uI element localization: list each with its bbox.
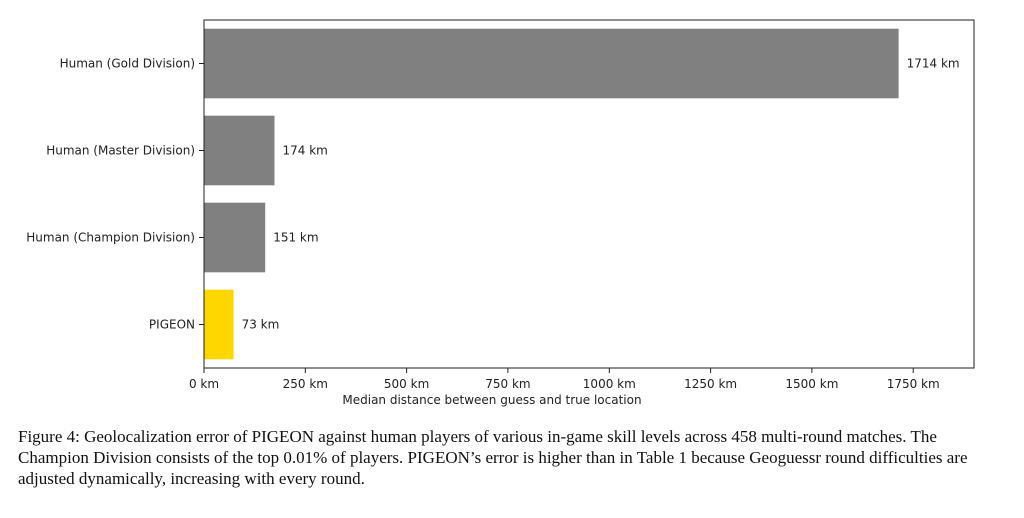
x-tick-label: 1750 km xyxy=(887,377,940,391)
bar-value-label: 174 km xyxy=(283,144,328,158)
data-labels: 1714 km 174 km 151 km 73 km xyxy=(242,57,960,332)
plot-frame xyxy=(203,19,975,369)
x-tick-label: 1250 km xyxy=(684,377,737,391)
x-tick-label: 500 km xyxy=(384,377,429,391)
y-tick-label: Human (Gold Division) xyxy=(60,57,195,71)
x-axis-title: Median distance between guess and true l… xyxy=(342,393,641,407)
bar-value-label: 1714 km xyxy=(907,57,960,71)
x-axis-ticks: 0 km 250 km 500 km 750 km 1000 km 1250 km 1500… xyxy=(189,368,940,391)
x-tick-label: 1500 km xyxy=(785,377,838,391)
bar xyxy=(204,289,234,360)
bar-value-label: 73 km xyxy=(242,318,280,332)
x-tick-label: 250 km xyxy=(283,377,328,391)
x-tick-label: 0 km xyxy=(189,377,219,391)
figure-caption: Figure 4: Geolocalization error of PIGEO… xyxy=(18,427,968,488)
category-labels: Human (Gold Division) Human (Master Divis… xyxy=(26,57,204,332)
x-tick-label: 1000 km xyxy=(583,377,636,391)
bar xyxy=(204,115,275,186)
y-tick-label: Human (Champion Division) xyxy=(26,231,195,245)
bar-chart: 1714 km 174 km 151 km 73 km Human (Gold Div… xyxy=(26,19,975,407)
bar xyxy=(204,202,266,273)
bars xyxy=(204,28,899,360)
bar xyxy=(204,28,899,99)
y-tick-label: Human (Master Division) xyxy=(46,144,195,158)
y-tick-label: PIGEON xyxy=(149,318,195,332)
x-tick-label: 750 km xyxy=(485,377,530,391)
bar-value-label: 151 km xyxy=(273,231,318,245)
